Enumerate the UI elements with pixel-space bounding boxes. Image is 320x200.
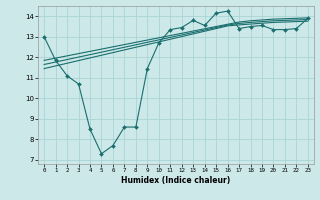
X-axis label: Humidex (Indice chaleur): Humidex (Indice chaleur)	[121, 176, 231, 185]
